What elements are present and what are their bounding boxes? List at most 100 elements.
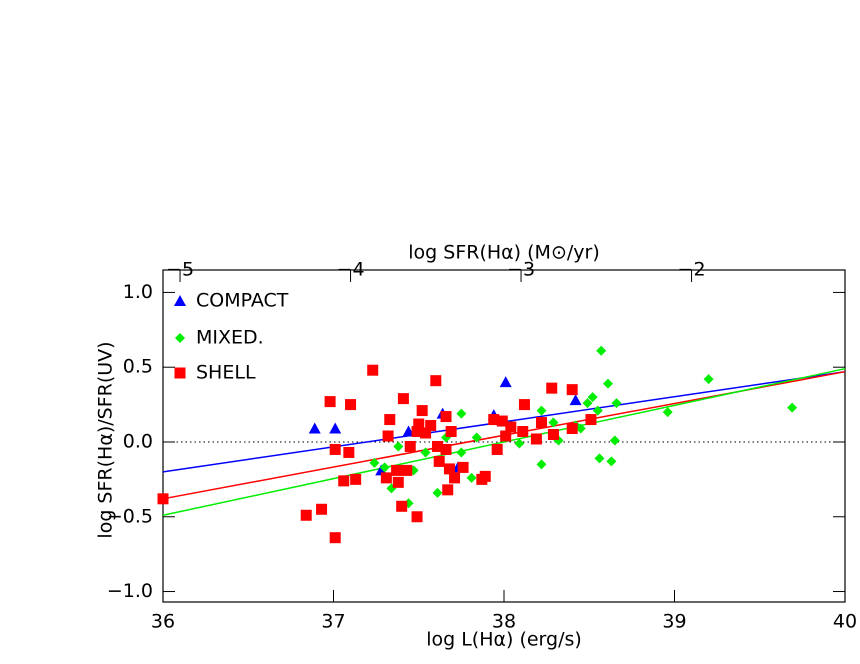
diamond-marker <box>456 408 467 419</box>
square-marker <box>500 430 512 442</box>
y-tick-label: −0.5 <box>107 505 153 527</box>
square-marker <box>391 464 403 476</box>
square-marker <box>488 414 500 426</box>
x-tick-label: 38 <box>492 611 516 633</box>
x-tick-label: 40 <box>833 611 857 633</box>
square-marker <box>566 384 578 396</box>
diamond-marker <box>587 392 598 403</box>
square-marker <box>546 382 558 394</box>
square-marker <box>442 484 454 496</box>
square-marker <box>530 433 542 445</box>
diamond-marker <box>592 405 603 416</box>
square-marker <box>338 475 350 487</box>
square-marker <box>440 411 452 423</box>
square-marker <box>411 511 423 523</box>
legend-marker <box>174 295 186 306</box>
square-marker <box>343 446 355 458</box>
diamond-marker <box>536 405 547 416</box>
diamond-marker <box>548 417 559 428</box>
square-marker <box>329 443 341 455</box>
square-marker <box>440 443 452 455</box>
diamond-marker <box>369 457 380 468</box>
diamond-marker <box>420 447 431 458</box>
square-marker <box>401 464 413 476</box>
square-marker <box>345 399 357 411</box>
square-marker <box>505 421 517 433</box>
diamond-marker <box>456 447 467 458</box>
square-marker <box>316 503 328 515</box>
diamond-marker <box>609 435 620 446</box>
square-marker <box>547 429 559 441</box>
square-marker <box>157 493 169 505</box>
legend-label: SHELL <box>196 362 256 384</box>
x2-tick-label: −5 <box>166 259 194 281</box>
square-marker <box>566 423 578 435</box>
diamond-marker <box>575 423 586 434</box>
square-marker <box>491 443 503 455</box>
x2-tick-label: −4 <box>337 259 365 281</box>
legend-marker <box>174 367 186 379</box>
triangle-marker <box>308 422 321 434</box>
diamond-marker <box>603 378 614 389</box>
square-marker <box>329 532 341 544</box>
square-marker <box>585 414 597 426</box>
square-marker <box>300 509 312 521</box>
square-marker <box>420 427 432 439</box>
square-marker <box>433 455 445 467</box>
triangle-marker <box>402 425 415 437</box>
square-marker <box>432 440 444 452</box>
square-marker <box>324 396 336 408</box>
diamond-marker <box>582 398 593 409</box>
square-marker <box>430 375 442 387</box>
square-marker <box>404 440 416 452</box>
square-marker <box>518 399 530 411</box>
diamond-marker <box>662 407 673 418</box>
y-tick-label: 1.0 <box>123 281 153 303</box>
square-marker <box>496 415 508 427</box>
square-marker <box>457 461 469 473</box>
square-marker <box>396 500 408 512</box>
x-tick-label: 36 <box>151 611 175 633</box>
square-marker <box>413 418 425 430</box>
square-marker <box>411 426 423 438</box>
square-marker <box>536 417 548 429</box>
square-marker <box>425 420 437 432</box>
legend-label: COMPACT <box>196 290 289 312</box>
square-marker <box>392 476 404 488</box>
legend-label: MIXED. <box>196 327 264 349</box>
diamond-marker <box>466 472 477 483</box>
square-marker <box>479 470 491 482</box>
square-marker <box>384 414 396 426</box>
square-marker <box>397 393 409 405</box>
diamond-marker <box>787 402 798 413</box>
legend-marker <box>175 333 185 343</box>
triangle-marker <box>329 422 342 434</box>
x2-axis-label: log SFR(Hα) (M⊙/yr) <box>408 242 599 264</box>
diamond-marker <box>514 438 525 449</box>
diamond-marker <box>594 453 605 464</box>
diamond-marker <box>606 456 617 467</box>
x2-tick-label: −2 <box>678 259 706 281</box>
diamond-marker <box>432 487 443 498</box>
diamond-marker <box>703 374 714 385</box>
square-marker <box>445 426 457 438</box>
square-marker <box>382 430 394 442</box>
square-marker <box>350 473 362 485</box>
y-tick-label: −1.0 <box>107 580 153 602</box>
diamond-marker <box>596 345 607 356</box>
y-tick-label: 0.0 <box>123 430 153 452</box>
y-tick-label: 0.5 <box>123 356 153 378</box>
triangle-marker <box>499 376 512 388</box>
square-marker <box>367 364 379 376</box>
x-axis-label: log L(Hα) (erg/s) <box>426 629 582 651</box>
diamond-marker <box>393 441 404 452</box>
y-axis-label: log SFR(Hα)/SFR(UV) <box>95 341 117 538</box>
x-tick-label: 37 <box>321 611 345 633</box>
x-tick-label: 39 <box>662 611 686 633</box>
x2-tick-label: −3 <box>507 259 535 281</box>
diamond-marker <box>471 432 482 443</box>
triangle-marker <box>569 394 582 406</box>
square-marker <box>380 472 392 484</box>
